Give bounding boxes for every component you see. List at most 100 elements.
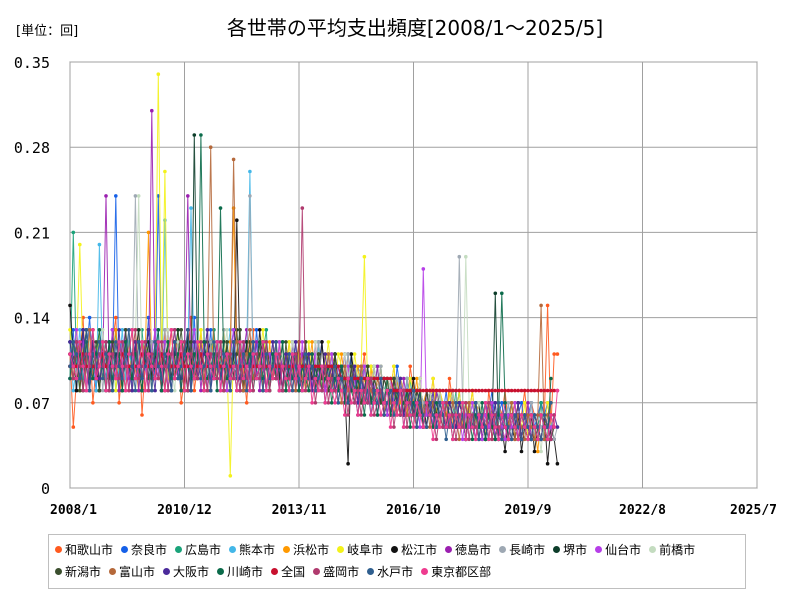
data-point: [114, 194, 118, 198]
data-point: [110, 352, 115, 356]
data-point: [503, 437, 507, 442]
data-point: [486, 437, 491, 442]
data-point: [532, 449, 537, 454]
data-point: [225, 340, 229, 344]
legend-item: 川崎市: [217, 560, 263, 582]
data-point: [182, 352, 187, 356]
data-point: [326, 376, 331, 381]
data-point: [271, 364, 275, 369]
data-point: [431, 413, 435, 417]
data-point: [536, 449, 540, 454]
data-point: [156, 340, 161, 344]
legend-item: 松江市: [391, 538, 437, 560]
data-point: [293, 364, 298, 369]
y-tick-label: 0.14: [14, 310, 50, 328]
data-point: [205, 388, 210, 393]
data-point: [163, 169, 167, 174]
data-point: [163, 388, 167, 393]
data-point: [238, 388, 242, 393]
data-point: [372, 388, 377, 393]
data-point: [493, 413, 498, 417]
data-point: [477, 401, 481, 405]
data-point: [542, 388, 547, 393]
data-point: [329, 401, 334, 405]
data-point: [444, 413, 449, 417]
legend-item: 浜松市: [283, 538, 329, 560]
data-point: [97, 242, 102, 247]
data-point: [287, 340, 292, 344]
data-point: [91, 352, 95, 356]
data-point: [78, 364, 82, 369]
data-point: [362, 401, 367, 405]
data-point: [333, 401, 337, 405]
data-point: [369, 376, 373, 381]
data-point: [451, 425, 455, 429]
data-point: [415, 425, 419, 429]
data-point: [300, 340, 305, 344]
data-point: [460, 401, 465, 405]
data-point: [225, 364, 229, 369]
data-point: [375, 364, 380, 369]
data-point: [549, 401, 553, 405]
data-point: [545, 401, 550, 405]
data-point: [470, 401, 475, 405]
data-point: [316, 364, 321, 369]
data-point: [153, 376, 157, 381]
data-point: [81, 328, 85, 332]
data-point: [545, 388, 550, 393]
data-point: [290, 352, 295, 356]
data-point: [460, 437, 465, 442]
data-point: [107, 340, 112, 344]
data-point: [362, 254, 367, 259]
data-point: [454, 388, 458, 393]
data-point: [261, 328, 265, 332]
data-point: [536, 388, 540, 393]
data-point: [320, 388, 324, 393]
data-point: [222, 352, 226, 356]
data-point: [313, 388, 318, 393]
data-point: [372, 376, 377, 381]
data-point: [483, 425, 488, 429]
data-point: [323, 401, 328, 405]
data-point: [241, 376, 246, 381]
data-point: [208, 364, 213, 369]
data-point: [218, 388, 223, 393]
data-point: [222, 364, 226, 369]
data-point: [405, 388, 409, 393]
data-point: [225, 376, 229, 381]
data-point: [150, 340, 154, 344]
data-point: [539, 449, 543, 454]
data-point: [94, 376, 98, 381]
data-point: [143, 340, 147, 344]
data-point: [156, 328, 161, 332]
data-point: [208, 388, 213, 393]
legend-item: 岐阜市: [337, 538, 383, 560]
data-point: [136, 364, 141, 369]
data-point: [509, 437, 514, 442]
data-point: [186, 352, 190, 356]
data-point: [271, 376, 275, 381]
data-point: [464, 388, 468, 393]
data-point: [91, 328, 95, 332]
data-point: [179, 388, 183, 393]
axes: 0 0.07 0.14 0.21 0.28 0.35 2008/1 2010/12 2013/1…: [14, 54, 777, 518]
data-point: [244, 388, 249, 393]
data-point: [428, 401, 432, 405]
data-point: [176, 364, 180, 369]
x-tick-label: 2019/9: [505, 503, 552, 518]
data-point: [97, 376, 102, 381]
data-point: [343, 388, 347, 393]
data-point: [516, 401, 520, 405]
data-point: [284, 364, 288, 369]
data-point: [169, 352, 174, 356]
data-point: [264, 328, 269, 332]
data-point: [293, 340, 298, 344]
data-point: [228, 388, 233, 393]
data-point: [329, 352, 334, 356]
data-point: [192, 340, 197, 344]
data-point: [257, 364, 262, 369]
data-point: [97, 328, 102, 332]
data-point: [146, 388, 151, 393]
data-point: [343, 352, 347, 356]
data-point: [208, 340, 213, 344]
